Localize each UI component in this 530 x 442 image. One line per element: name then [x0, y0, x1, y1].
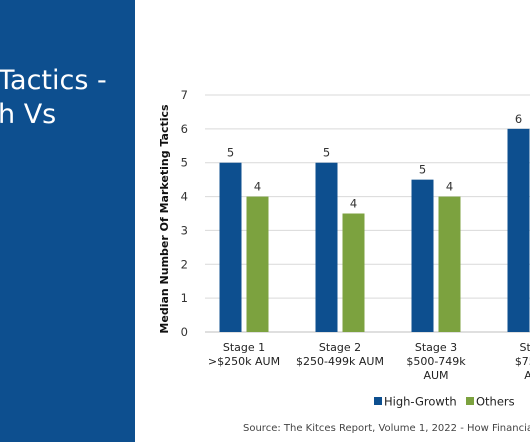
chart-title-line-1: Tactics -: [0, 65, 107, 96]
x-tick-label-2-line-1: Stage 2: [319, 341, 361, 354]
source-note: Source: The Kitces Report, Volume 1, 202…: [243, 423, 530, 434]
x-tick-label-3-line-2: $500-749k: [406, 355, 466, 368]
y-tick-label-5: 5: [181, 156, 188, 170]
data-label-others-2: 4: [350, 197, 357, 211]
y-tick-label-1: 1: [181, 291, 188, 305]
bar-high-growth-4: [507, 128, 530, 332]
bar-high-growth-3: [411, 179, 434, 332]
bar-high-growth-1: [219, 162, 242, 332]
chart-title-line-2: h Vs: [0, 99, 57, 130]
data-label-others-3: 4: [446, 180, 453, 194]
bar-others-1: [246, 196, 269, 332]
title-panel: Tactics - h Vs: [0, 0, 135, 442]
data-label-high-growth-2: 5: [323, 146, 330, 160]
x-tick-label-1-line-2: >$250k AUM: [208, 355, 280, 368]
chart-title: Tactics - h Vs: [0, 64, 107, 132]
x-tick-label-4-line-2: $750k: [515, 355, 530, 368]
legend-label-high-growth: High-Growth: [384, 395, 457, 409]
data-label-others-1: 4: [254, 180, 261, 194]
y-tick-label-6: 6: [181, 122, 188, 136]
y-tick-label-0: 0: [181, 325, 188, 339]
x-tick-label-3-line-3: AUM: [423, 369, 448, 382]
bar-high-growth-2: [315, 162, 338, 332]
data-label-high-growth-4: 6: [515, 112, 522, 126]
x-tick-label-4-line-1: Stag: [519, 341, 530, 354]
data-label-high-growth-1: 5: [227, 146, 234, 160]
bar-others-2: [342, 213, 365, 332]
y-tick-label-7: 7: [181, 88, 188, 102]
x-tick-label-2-line-2: $250-499k AUM: [296, 355, 384, 368]
legend-swatch-others: [466, 397, 474, 405]
y-tick-label-4: 4: [181, 190, 188, 204]
data-label-high-growth-3: 5: [419, 163, 426, 177]
x-tick-label-3-line-1: Stage 3: [415, 341, 457, 354]
bar-others-3: [438, 196, 461, 332]
y-axis-label: Median Number Of Marketing Tactics: [158, 104, 171, 334]
y-tick-label-2: 2: [181, 257, 188, 271]
x-tick-label-1-line-1: Stage 1: [223, 341, 265, 354]
legend-swatch-high-growth: [374, 397, 382, 405]
x-tick-label-4-line-3: AU: [524, 369, 530, 382]
legend-label-others: Others: [476, 395, 515, 409]
y-tick-label-3: 3: [181, 223, 188, 237]
